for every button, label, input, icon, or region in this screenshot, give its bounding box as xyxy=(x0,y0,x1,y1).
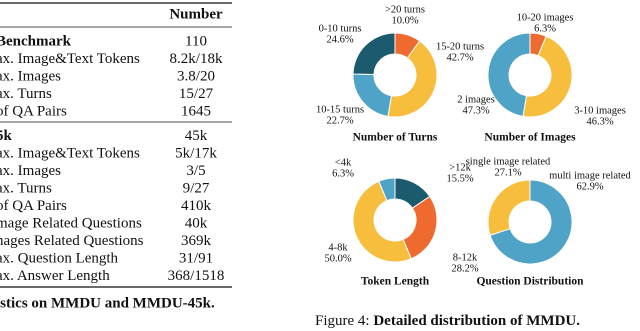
figure-caption: Figure 4: Detailed distribution of MMDU. xyxy=(315,313,580,329)
row-label: of QA Pairs xyxy=(0,103,67,119)
row-value: 368/1518 xyxy=(168,268,225,284)
chart-title: Question Distribution xyxy=(476,276,584,288)
slice-value: 28.2% xyxy=(451,263,478,274)
slice-label: 15-20 turns xyxy=(436,41,484,52)
slice-value: 6.3% xyxy=(332,168,354,179)
slice-label: 8-12k xyxy=(453,252,478,263)
slice-label: 10-20 images xyxy=(517,12,574,23)
row-value: 8.2k/18k xyxy=(170,51,223,67)
figure-text: Detailed distribution of MMDU. xyxy=(373,313,580,329)
donut-slice xyxy=(402,195,438,260)
chart-title: Number of Images xyxy=(484,132,576,144)
slice-label: 2 images xyxy=(457,94,495,105)
slice-value: 27.1% xyxy=(494,167,521,178)
slice-value: 24.6% xyxy=(326,34,353,45)
donut-slice xyxy=(387,40,438,118)
row-value: 5k/17k xyxy=(175,145,217,161)
chart-title: Token Length xyxy=(361,276,430,288)
slice-value: 62.9% xyxy=(576,181,603,192)
donut-slice xyxy=(487,32,531,117)
slice-value: 10.0% xyxy=(391,15,418,26)
table-caption: istics on MMDU and MMDU-45k. xyxy=(0,295,215,311)
row-label: ax. Turns xyxy=(0,180,52,196)
row-label: ax. Question Length xyxy=(0,250,119,266)
slice-label: 0-10 turns xyxy=(319,23,362,34)
slice-label: 4-8k xyxy=(328,242,348,253)
row-value: 1645 xyxy=(181,103,211,119)
row-value: 369k xyxy=(181,233,212,249)
row-label: nages Related Questions xyxy=(0,233,144,249)
row-label: of QA Pairs xyxy=(0,198,67,214)
row-value: 9/27 xyxy=(183,180,210,196)
donut-slice xyxy=(352,32,396,75)
row-value: 40k xyxy=(185,215,208,231)
section-value: 110 xyxy=(185,33,207,49)
slice-label: multi image related xyxy=(549,170,631,181)
row-label: ax. Images xyxy=(0,163,61,179)
figure-label: Figure 4: xyxy=(315,313,370,329)
row-value: 3.8/20 xyxy=(177,68,215,84)
row-label: ax. Answer Length xyxy=(0,268,110,284)
slice-value: 50.0% xyxy=(324,253,351,264)
row-label: ax. Images xyxy=(0,68,61,84)
slice-label: single image related xyxy=(466,156,551,167)
row-label: mage Related Questions xyxy=(0,215,142,231)
slice-value: 15.5% xyxy=(446,173,473,184)
row-label: ax. Image&Text Tokens xyxy=(0,51,140,67)
row-value: 15/27 xyxy=(179,86,214,102)
slice-label: >12k xyxy=(449,162,471,173)
slice-label: 3-10 images xyxy=(574,105,626,116)
slice-value: 47.3% xyxy=(462,105,489,116)
section-value: 45k xyxy=(185,128,208,144)
section-title: 5k xyxy=(0,128,13,144)
table-header: Number xyxy=(169,6,223,22)
slice-label: >20 turns xyxy=(385,4,425,15)
slice-label: <4k xyxy=(335,157,352,168)
slice-value: 6.3% xyxy=(534,23,556,34)
donut-slice xyxy=(378,177,396,202)
row-value: 3/5 xyxy=(186,163,205,179)
row-value: 31/91 xyxy=(179,250,213,266)
chart-title: Number of Turns xyxy=(353,132,438,144)
section-title: Benchmark xyxy=(0,33,72,49)
slice-value: 22.7% xyxy=(326,115,353,126)
row-value: 410k xyxy=(181,198,212,214)
row-label: ax. Image&Text Tokens xyxy=(0,145,140,161)
donut-slice xyxy=(487,179,531,236)
slice-value: 42.7% xyxy=(446,52,473,63)
slice-label: 10-15 turns xyxy=(316,104,364,115)
row-label: ax. Turns xyxy=(0,86,52,102)
donut-slice xyxy=(352,180,412,263)
donut-slice xyxy=(489,179,573,265)
slice-value: 46.3% xyxy=(586,116,613,127)
donut-slice xyxy=(522,35,573,118)
